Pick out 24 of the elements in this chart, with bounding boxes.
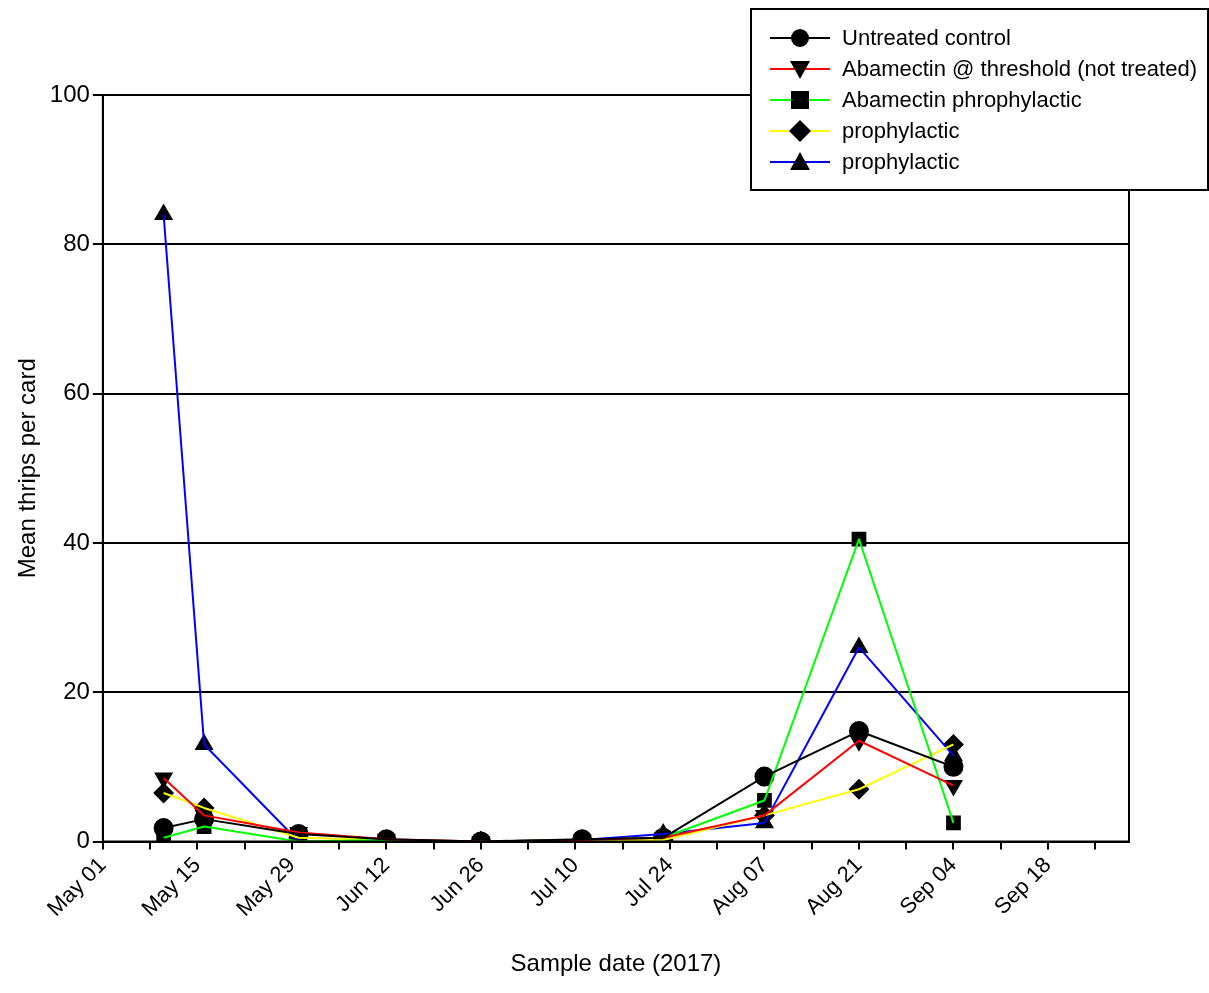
y-tick-label: 80	[63, 228, 90, 256]
legend-label: prophylactic	[842, 148, 960, 176]
y-axis-title: Mean thrips per card	[13, 358, 41, 579]
x-tick-label: May 15	[136, 852, 206, 921]
x-tick-label: May 01	[41, 852, 111, 921]
legend-label: Abamectin @ threshold (not treated)	[842, 55, 1197, 83]
y-tick-label: 100	[49, 79, 90, 107]
legend-label: Untreated control	[842, 24, 1011, 52]
x-tick-label: Aug 07	[705, 852, 773, 919]
y-tick-label: 20	[63, 676, 90, 704]
x-tick-label: Aug 21	[799, 852, 867, 919]
x-tick-label: May 29	[230, 852, 300, 921]
x-tick-label: Jul 10	[524, 852, 584, 912]
x-tick-label: Jun 26	[424, 852, 489, 917]
legend-label: Abamectin phrophylactic	[842, 86, 1082, 114]
x-tick-label: Sep 04	[894, 852, 962, 919]
y-tick-label: 60	[63, 378, 90, 406]
x-tick-label: Sep 18	[988, 852, 1056, 919]
legend-label: prophylactic	[842, 117, 960, 145]
y-tick-label: 40	[63, 527, 90, 555]
x-tick-label: Jul 24	[618, 852, 678, 912]
x-tick-label: Jun 12	[329, 852, 395, 917]
y-tick-label: 0	[76, 826, 90, 854]
x-axis-title: Sample date (2017)	[510, 949, 722, 977]
